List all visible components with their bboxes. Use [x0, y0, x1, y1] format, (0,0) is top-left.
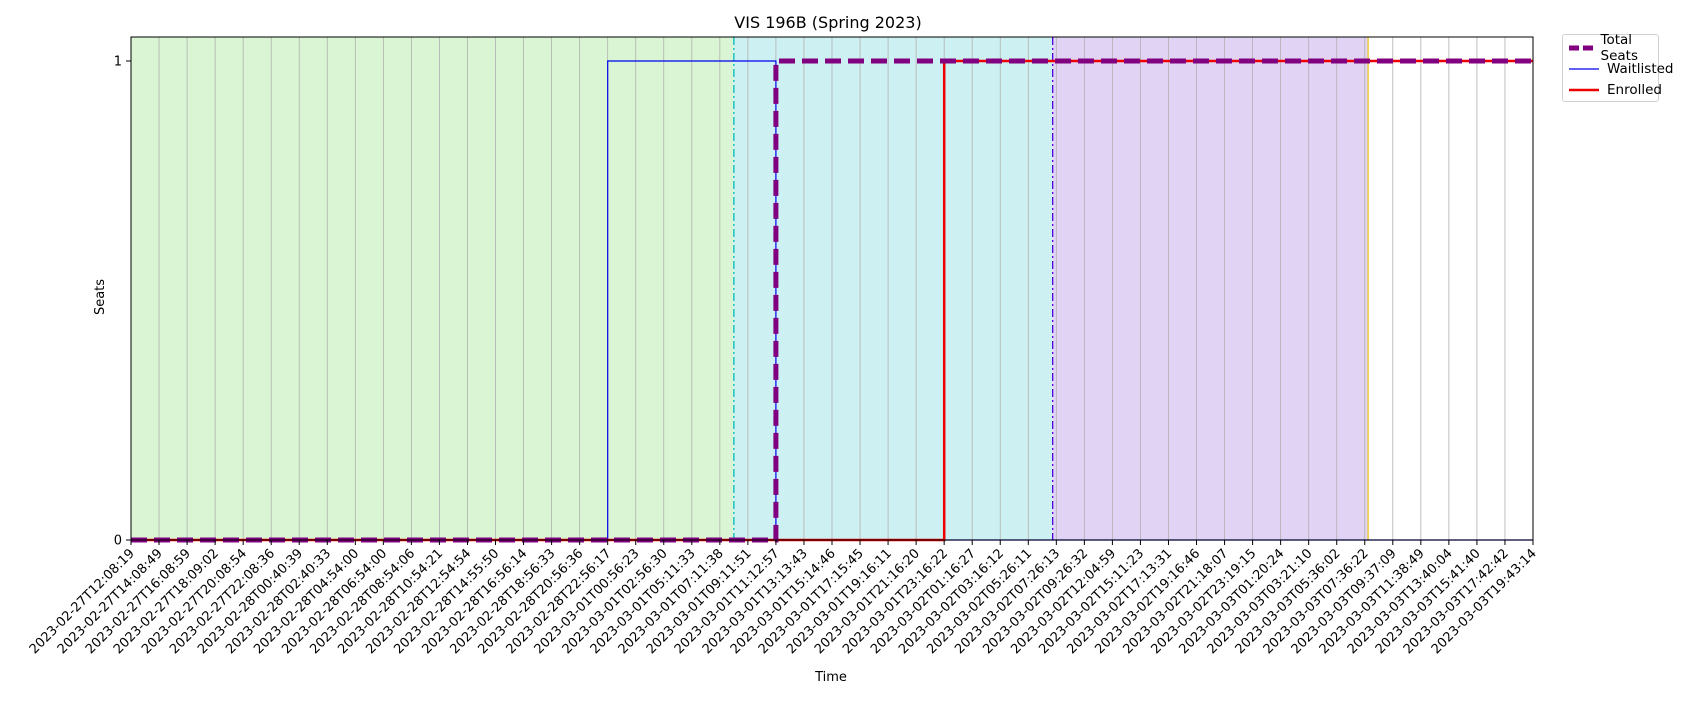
shaded-period-2: [1052, 37, 1369, 540]
legend-item-total-seats: Total Seats: [1569, 32, 1658, 64]
shaded-periods: [131, 37, 1369, 540]
legend: Total Seats Waitlisted Enrolled: [1562, 32, 1674, 102]
grid-lines: [130, 37, 1534, 540]
legend-swatch-enrolled: [1569, 88, 1599, 92]
legend-item-waitlisted: Waitlisted: [1569, 59, 1674, 79]
y-ticks: 01: [114, 55, 131, 549]
period-lines: [733, 37, 1369, 540]
legend-swatch-total-seats: [1569, 45, 1593, 51]
chart-title: VIS 196B (Spring 2023): [734, 13, 921, 32]
shaded-period-1: [733, 37, 1053, 540]
x-ticks: 2023-02-27T12:08:192023-02-27T14:08:4920…: [27, 540, 1540, 657]
x-axis-label: Time: [814, 670, 847, 685]
legend-label-total-seats: Total Seats: [1600, 32, 1639, 64]
legend-swatch-waitlisted: [1569, 68, 1599, 70]
y-tick-label: 1: [114, 55, 122, 70]
y-axis-label: Seats: [93, 279, 108, 315]
y-tick-label: 0: [114, 534, 122, 549]
shaded-period-0: [131, 37, 734, 540]
legend-item-enrolled: Enrolled: [1569, 80, 1662, 100]
legend-label-enrolled: Enrolled: [1607, 82, 1662, 98]
legend-label-waitlisted: Waitlisted: [1607, 61, 1674, 77]
